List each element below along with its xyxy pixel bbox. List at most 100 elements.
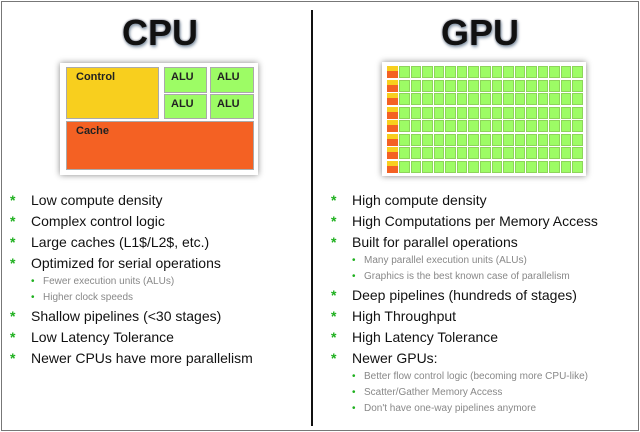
bullet-text: Fewer execution units (ALUs) [43, 276, 175, 287]
gpu-alu-cell [526, 160, 537, 173]
star-icon: * [10, 329, 16, 345]
star-icon: * [331, 329, 337, 345]
gpu-alu-cell [468, 147, 479, 159]
bullet-text: Built for parallel operations [352, 234, 518, 250]
gpu-alu-cell [433, 93, 445, 105]
gpu-alu-cell [503, 147, 514, 159]
gpu-core-row [387, 106, 583, 119]
bullet-text: High compute density [352, 192, 487, 208]
gpu-alu-cell [537, 79, 549, 92]
star-icon: * [331, 234, 337, 250]
star-icon: * [10, 350, 16, 366]
gpu-alu-cell [456, 93, 468, 105]
star-icon: * [331, 350, 337, 366]
gpu-alu-cell [468, 120, 479, 132]
bullet-text: Shallow pipelines (<30 stages) [31, 308, 222, 324]
gpu-alu-cell [514, 106, 526, 119]
gpu-bullet-list: * High compute density * High Computations … [331, 190, 598, 417]
bullet-item: * High Throughput [331, 306, 598, 327]
gpu-diagram [382, 62, 586, 176]
gpu-alu-cell [479, 93, 491, 105]
gpu-alu-cell [456, 133, 468, 146]
gpu-alu-cell [572, 79, 583, 92]
gpu-core-row [387, 147, 583, 159]
gpu-alu-cell [526, 106, 537, 119]
gpu-alu-cell [537, 93, 549, 105]
gpu-alu-cell [399, 160, 410, 173]
gpu-control-cache-cell [387, 133, 398, 146]
gpu-alu-cell [514, 79, 526, 92]
bullet-text: High Latency Tolerance [352, 329, 499, 345]
alu-block: ALU [164, 94, 207, 119]
dot-icon: • [31, 276, 35, 287]
gpu-alu-cell [456, 160, 468, 173]
gpu-alu-cell [445, 133, 456, 146]
gpu-alu-cell [549, 120, 560, 132]
star-icon: * [331, 308, 337, 324]
gpu-alu-cell [399, 79, 410, 92]
gpu-control-cache-cell [387, 106, 398, 119]
gpu-alu-cell [445, 160, 456, 173]
gpu-alu-cell [560, 133, 572, 146]
gpu-alu-cell [410, 160, 422, 173]
gpu-alu-cell [399, 93, 410, 105]
gpu-alu-cell [491, 160, 503, 173]
gpu-alu-cell [433, 160, 445, 173]
gpu-alu-cell [572, 160, 583, 173]
bullet-item: * Low Latency Tolerance [10, 327, 253, 348]
gpu-alu-cell [526, 66, 537, 78]
gpu-alu-cell [433, 120, 445, 132]
cpu-diagram: Control ALU ALU ALU ALU Cache [60, 63, 258, 175]
gpu-alu-cell [456, 79, 468, 92]
bullet-text: Don't have one-way pipelines anymore [364, 403, 537, 414]
gpu-alu-cell [503, 133, 514, 146]
dot-icon: • [352, 371, 356, 382]
gpu-alu-cell [445, 147, 456, 159]
gpu-alu-cell [422, 160, 433, 173]
bullet-text: Newer CPUs have more parallelism [31, 350, 253, 366]
gpu-alu-cell [549, 93, 560, 105]
gpu-alu-cell [572, 66, 583, 78]
bullet-item: • Many parallel execution units (ALUs) [331, 253, 598, 269]
gpu-alu-cell [410, 106, 422, 119]
gpu-alu-cell [479, 133, 491, 146]
gpu-alu-cell [514, 93, 526, 105]
gpu-core-row [387, 66, 583, 78]
gpu-alu-cell [549, 66, 560, 78]
gpu-control-cache-cell [387, 93, 398, 105]
gpu-alu-cell [479, 160, 491, 173]
dot-icon: • [352, 403, 356, 414]
gpu-alu-cell [560, 147, 572, 159]
alu-block: ALU [210, 94, 254, 119]
gpu-alu-cell [399, 133, 410, 146]
gpu-alu-cell [399, 66, 410, 78]
gpu-alu-cell [514, 66, 526, 78]
bullet-text: Complex control logic [31, 213, 165, 229]
bullet-item: * Optimized for serial operations [10, 253, 253, 274]
gpu-alu-cell [479, 79, 491, 92]
gpu-alu-cell [503, 160, 514, 173]
gpu-alu-cell [572, 93, 583, 105]
bullet-item: * Newer GPUs: [331, 348, 598, 369]
gpu-alu-cell [537, 160, 549, 173]
gpu-alu-cell [422, 106, 433, 119]
bullet-item: * High compute density [331, 190, 598, 211]
gpu-alu-cell [422, 93, 433, 105]
bullet-item: * Shallow pipelines (<30 stages) [10, 306, 253, 327]
bullet-item: • Better flow control logic (becoming mor… [331, 369, 598, 385]
gpu-alu-cell [456, 106, 468, 119]
bullet-item: * Low compute density [10, 190, 253, 211]
star-icon: * [331, 192, 337, 208]
gpu-alu-cell [560, 66, 572, 78]
gpu-alu-cell [549, 106, 560, 119]
gpu-alu-cell [433, 106, 445, 119]
gpu-alu-cell [445, 66, 456, 78]
gpu-control-cache-cell [387, 79, 398, 92]
gpu-alu-cell [526, 147, 537, 159]
gpu-alu-cell [537, 120, 549, 132]
star-icon: * [10, 308, 16, 324]
gpu-alu-cell [503, 79, 514, 92]
cpu-bullet-list: * Low compute density * Complex control log… [10, 190, 253, 369]
gpu-alu-cell [503, 93, 514, 105]
gpu-control-cache-cell [387, 120, 398, 132]
